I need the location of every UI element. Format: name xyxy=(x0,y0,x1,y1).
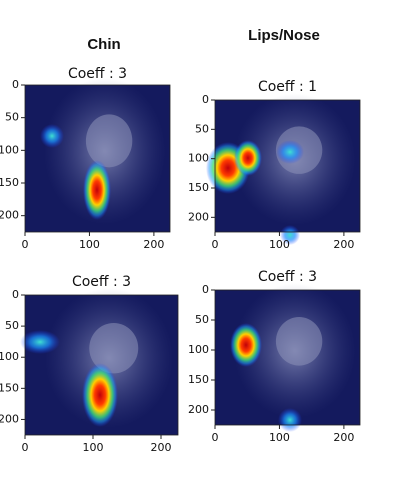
y-tick-label: 100 xyxy=(0,350,19,363)
x-tick-label: 200 xyxy=(143,238,164,251)
y-tick-label: 200 xyxy=(188,210,209,223)
image-frame xyxy=(24,84,171,233)
panel: Coeff : 3 0 100 200 0 50 100 150 200 xyxy=(188,269,361,444)
panel: Coeff : 1 0 100 200 0 50 100 150 200 xyxy=(188,79,361,251)
x-tick-label: 0 xyxy=(212,238,219,251)
image-frame xyxy=(214,289,361,426)
image-frame xyxy=(214,99,361,233)
panel-title: Coeff : 3 xyxy=(68,66,127,82)
y-tick-label: 0 xyxy=(202,283,209,296)
heat-spot xyxy=(276,140,304,164)
x-tick-label: 100 xyxy=(269,238,290,251)
x-tick-label: 200 xyxy=(333,238,354,251)
heat-spot xyxy=(20,330,60,354)
y-tick-label: 100 xyxy=(0,143,19,156)
heat-spot xyxy=(234,140,262,176)
mri-tongue xyxy=(85,114,133,168)
heat-spot xyxy=(83,160,111,220)
panel: Coeff : 3 0 100 200 0 50 100 150 200 xyxy=(0,274,179,454)
y-tick-label: 100 xyxy=(188,152,209,165)
y-tick-label: 200 xyxy=(0,209,19,222)
mri-tongue xyxy=(275,317,323,366)
x-tick-label: 100 xyxy=(83,441,104,454)
y-tick-label: 0 xyxy=(202,93,209,106)
x-tick-label: 0 xyxy=(22,238,29,251)
y-tick-label: 50 xyxy=(195,122,209,135)
y-tick-label: 50 xyxy=(5,111,19,124)
heat-spot xyxy=(82,363,118,427)
column-title: Lips/Nose xyxy=(248,27,320,44)
x-tick-label: 200 xyxy=(333,431,354,444)
y-tick-label: 50 xyxy=(5,319,19,332)
x-tick-label: 0 xyxy=(22,441,29,454)
y-tick-label: 150 xyxy=(0,176,19,189)
mri-tongue xyxy=(89,323,139,374)
column-title: Chin xyxy=(87,36,120,53)
heat-spot xyxy=(280,225,300,245)
y-tick-label: 150 xyxy=(188,373,209,386)
y-tick-label: 0 xyxy=(12,288,19,301)
image-frame xyxy=(24,294,179,436)
panel-title: Coeff : 3 xyxy=(72,274,131,290)
y-tick-label: 150 xyxy=(0,381,19,394)
heat-spot xyxy=(40,124,64,148)
y-tick-label: 50 xyxy=(195,313,209,326)
x-tick-label: 100 xyxy=(269,431,290,444)
y-tick-label: 0 xyxy=(12,78,19,91)
y-tick-label: 200 xyxy=(188,403,209,416)
y-tick-label: 100 xyxy=(188,343,209,356)
y-tick-label: 200 xyxy=(0,412,19,425)
y-tick-label: 150 xyxy=(188,181,209,194)
heat-spot xyxy=(230,323,262,367)
panel-title: Coeff : 3 xyxy=(258,269,317,285)
heat-spot xyxy=(278,408,302,432)
x-tick-label: 0 xyxy=(212,431,219,444)
x-tick-label: 200 xyxy=(151,441,172,454)
panels: Coeff : 3 0 100 200 0 50 100 150 200 Coeff : 1 0 10… xyxy=(0,66,361,454)
panel: Coeff : 3 0 100 200 0 50 100 150 200 xyxy=(0,66,171,251)
panel-title: Coeff : 1 xyxy=(258,79,317,95)
x-tick-label: 100 xyxy=(79,238,100,251)
